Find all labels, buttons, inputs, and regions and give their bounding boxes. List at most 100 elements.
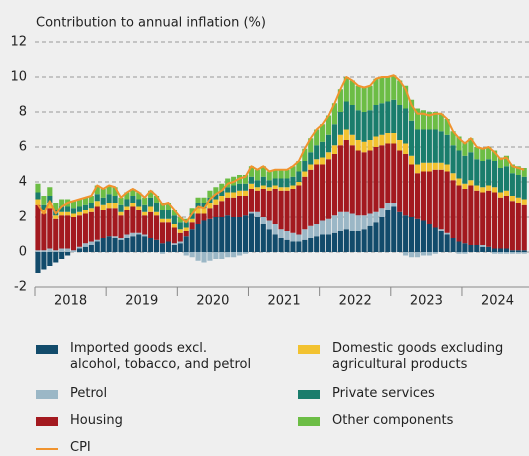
bar-segment [492,161,498,188]
bar-segment [76,248,83,252]
bar-segment [213,204,219,217]
bar-segment [367,213,373,226]
bar-segment [373,147,379,212]
bar-segment [272,189,278,224]
bar-segment [379,208,385,217]
bar-segment [242,196,249,216]
bar-segment [497,157,504,168]
bar-segment [248,213,255,252]
bar-segment [82,210,88,214]
bar-segment [82,197,88,205]
bar-segment [367,225,373,252]
bar-segment [337,145,343,212]
bar-segment [142,215,148,235]
bar-segment [337,89,343,112]
bar-segment [314,159,320,165]
bar-segment [183,252,189,256]
bar-segment [373,78,379,105]
bar-segment [260,176,266,186]
bar-segment [35,199,41,205]
bar-segment [337,112,343,135]
bar-segment [124,199,130,207]
bar-segment [391,99,397,133]
bar-segment [47,208,53,249]
legend-label: Other components [332,413,454,428]
bar-segment [106,236,112,252]
bar-segment [154,203,160,212]
bar-segment [70,217,77,251]
bar-segment [94,206,100,240]
bar-segment [76,246,83,249]
bar-segment [325,159,332,219]
bar-segment [284,169,290,179]
bar-segment [165,218,171,223]
bar-segment [118,239,124,252]
bar-segment [468,152,474,181]
bar-segment [503,190,509,196]
bar-segment [213,187,219,195]
y-tick-label: -2 [14,280,27,295]
bar-segment [142,234,148,237]
bar-segment [414,164,421,174]
bar-segment [254,180,260,188]
bar-segment [408,252,415,258]
bar-segment [272,178,278,186]
bar-segment [503,196,509,249]
bar-segment [343,129,349,140]
bar-segment [41,196,47,205]
bar-segment [379,134,385,146]
bar-segment [65,211,71,216]
bar-segment [118,211,124,216]
bar-segment [450,173,456,181]
bar-segment [456,150,462,179]
bar-segment [112,203,118,209]
bar-segment [237,196,243,217]
bar-segment [59,199,65,207]
bar-segment [474,159,480,186]
bar-segment [521,250,527,252]
bar-segment [207,208,213,219]
bar-segment [462,243,468,252]
legend-label: Private services [332,386,435,401]
bar-segment [207,203,213,209]
legend-swatch [36,390,58,399]
bar-segment [497,192,504,198]
bar-segment [462,141,468,156]
bar-segment [231,185,237,193]
bar-segment [278,178,284,188]
bar-segment [284,190,290,231]
bar-segment [41,250,47,252]
y-tick-label: 8 [19,105,27,120]
bar-segment [426,252,432,256]
bar-segment [248,189,255,212]
bar-segment [509,173,515,196]
bar-segment [492,150,498,161]
bar-segment [355,140,361,151]
bar-segment [136,210,142,233]
bar-segment [159,203,166,210]
bar-segment [408,217,415,252]
bar-segment [59,215,65,249]
bar-segment [82,204,88,210]
bar-segment [373,222,379,252]
bar-segment [515,166,521,175]
bar-segment [177,222,183,230]
bar-segment [148,238,154,252]
bar-segment [59,252,65,259]
bar-segment [331,154,338,216]
bar-segment [219,190,225,196]
bar-segment [296,171,302,182]
bar-segment [379,217,385,252]
bar-segment [272,234,278,252]
bar-segment [112,208,118,237]
bar-segment [124,192,130,200]
bar-segment [183,227,189,231]
bar-segment [331,103,338,125]
bar-segment [515,197,521,203]
bar-segment [480,148,486,161]
bar-segment [112,196,118,203]
bar-segment [177,241,183,244]
bar-segment [183,236,189,252]
bar-segment [225,252,231,258]
bar-segment [343,101,349,130]
